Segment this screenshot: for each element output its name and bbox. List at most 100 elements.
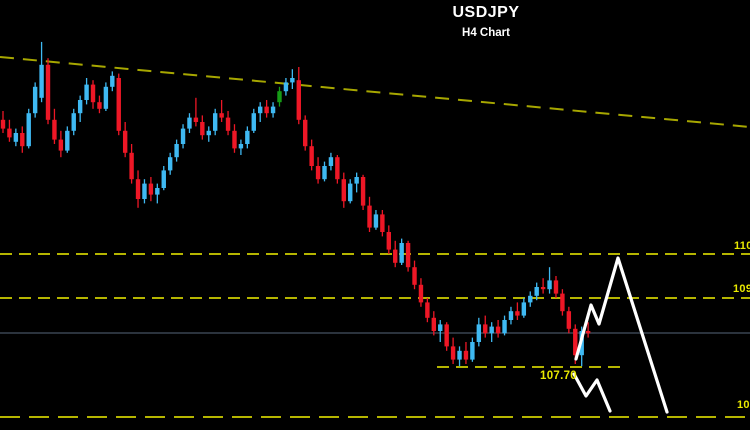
candle-body: [187, 117, 192, 129]
candle-body: [560, 293, 565, 312]
candle-body: [457, 350, 462, 360]
candle-body: [322, 166, 327, 180]
candle-body: [32, 86, 38, 114]
candle-body: [495, 326, 501, 334]
candle-body: [405, 243, 411, 268]
projection-path-main: [574, 256, 669, 414]
candle-body: [483, 324, 488, 334]
candle-body: [380, 214, 385, 232]
candle-body: [296, 80, 301, 120]
candle-body: [193, 117, 199, 122]
price-axis-label-110: 110: [734, 240, 750, 252]
candle-body: [65, 130, 70, 151]
candle-body: [328, 157, 334, 166]
candle-body: [528, 295, 533, 303]
candle-body: [142, 183, 147, 199]
candle-body: [309, 146, 314, 166]
candle-body: [161, 170, 166, 188]
candle-body: [174, 144, 179, 158]
candle-body: [534, 287, 539, 296]
candle-body: [540, 287, 546, 290]
candle-body: [489, 326, 494, 334]
candle-body: [373, 214, 379, 228]
candle-body: [315, 166, 321, 180]
candle-body: [110, 75, 115, 87]
candle-body: [335, 157, 340, 180]
candle-body: [219, 113, 224, 118]
candle-body: [431, 317, 437, 331]
candle-body: [245, 130, 250, 144]
candle-body: [58, 139, 64, 151]
candle-body: [348, 183, 353, 202]
candle-body: [251, 113, 256, 131]
candle-body: [39, 64, 44, 98]
candle-body: [367, 205, 372, 228]
candle-body: [547, 280, 552, 290]
candle-body: [77, 100, 83, 114]
candle-body: [258, 106, 263, 114]
candle-body: [393, 249, 398, 263]
candle-body: [277, 91, 282, 103]
price-axis-label-106: 10: [737, 399, 750, 411]
candle-body: [180, 128, 186, 144]
candle-body: [553, 280, 559, 294]
candle-body: [470, 342, 475, 360]
candle-body: [585, 331, 591, 334]
candle-body: [238, 144, 244, 149]
candle-body: [444, 324, 449, 347]
candle-body: [135, 179, 141, 199]
candle-body: [212, 113, 218, 131]
candle-body: [13, 133, 19, 142]
candle-body: [290, 78, 295, 83]
candle-body: [270, 106, 276, 114]
candle-body: [200, 122, 205, 136]
candle-body: [566, 311, 572, 329]
projection-path-secondary: [572, 372, 612, 413]
candle-body: [476, 324, 482, 342]
candle-body: [303, 119, 308, 147]
candle-body: [450, 346, 456, 360]
candle-body: [438, 324, 443, 331]
price-axis-label-109: 109: [733, 283, 750, 295]
candle-body: [0, 119, 6, 129]
candle-body: [508, 311, 514, 320]
candle-body: [155, 188, 160, 195]
candle-body: [264, 106, 269, 114]
candle-body: [386, 232, 391, 250]
candle-body: [354, 177, 359, 184]
candle-body: [20, 133, 25, 147]
candle-body: [7, 128, 12, 138]
candle-body: [90, 84, 96, 103]
candle-body: [129, 152, 134, 180]
candle-body: [573, 328, 578, 356]
candle-body: [52, 119, 57, 140]
candle-body: [45, 64, 51, 120]
candle-body: [103, 86, 109, 109]
support-level-label-10770: 107.70: [540, 370, 577, 382]
symbol-title: USDJPY: [452, 4, 520, 21]
chart-header: USDJPY H4 Chart: [452, 5, 519, 40]
candle-body: [283, 82, 289, 92]
timeframe-subtitle: H4 Chart: [462, 27, 510, 39]
candle-body: [412, 267, 417, 285]
candle-body: [26, 113, 31, 147]
candle-body: [425, 302, 430, 318]
candle-body: [232, 130, 237, 149]
candle-body: [122, 130, 128, 153]
candle-body: [225, 117, 231, 131]
candle-body: [521, 302, 527, 316]
candle-body: [463, 350, 469, 360]
candle-body: [206, 130, 211, 136]
candle-body: [399, 243, 404, 263]
candle-body: [341, 179, 346, 202]
candle-body: [97, 102, 102, 109]
descending-trendline: [0, 56, 750, 128]
candle-body: [84, 84, 89, 100]
candle-body: [418, 284, 424, 303]
candle-body: [515, 311, 520, 316]
candle-body: [116, 78, 121, 131]
candle-body: [148, 183, 154, 195]
candle-body: [71, 113, 76, 131]
